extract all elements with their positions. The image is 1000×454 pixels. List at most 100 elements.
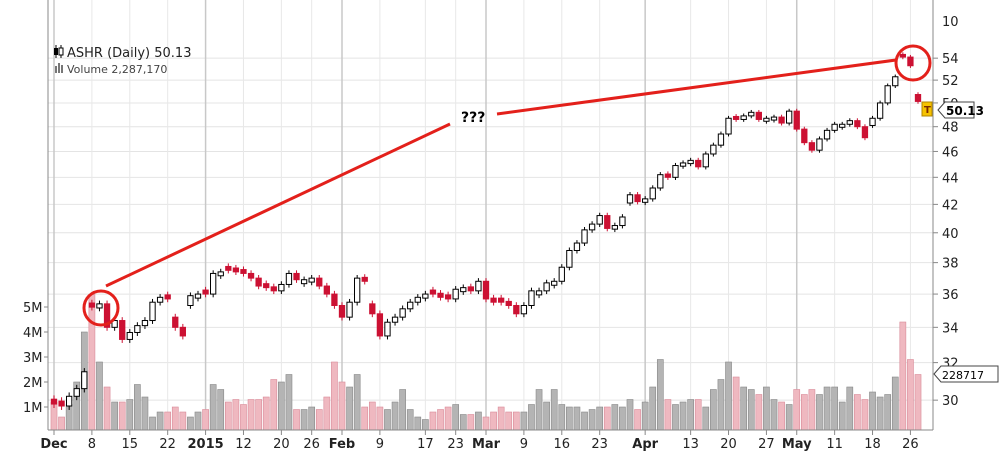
volume-bar	[914, 374, 922, 431]
price-tick-label: 44	[942, 171, 959, 186]
candle	[611, 222, 618, 233]
candle	[285, 270, 293, 288]
date-tick-label: Apr	[632, 437, 658, 452]
volume-bar	[717, 379, 725, 431]
volume-bar	[626, 399, 634, 431]
candle	[278, 281, 285, 295]
candle	[596, 212, 603, 227]
date-tick-label: 22	[159, 437, 176, 452]
candle	[331, 290, 338, 309]
candle	[361, 274, 368, 285]
candle	[740, 113, 747, 122]
volume-bar	[278, 381, 285, 431]
candle	[634, 192, 641, 205]
date-tick-label: Dec	[40, 437, 67, 452]
candle	[399, 305, 406, 321]
candle	[126, 329, 133, 343]
price-tick-label: 42	[942, 198, 959, 213]
volume-bar	[262, 396, 270, 431]
svg-text:T: T	[924, 105, 931, 116]
candle	[164, 291, 171, 303]
volume-bar	[247, 399, 255, 431]
date-tick-label: 27	[758, 437, 775, 452]
candle	[732, 114, 740, 122]
volume-bar	[194, 411, 202, 431]
legend-volume: Volume 2,287,170	[67, 63, 167, 76]
volume-bar	[566, 406, 573, 431]
candle	[88, 299, 96, 311]
candle	[687, 157, 694, 167]
volume-bar	[823, 386, 831, 431]
price-tick-label: 34	[942, 321, 959, 336]
candle	[66, 392, 73, 410]
grid	[48, 0, 933, 430]
volume-bar	[88, 294, 96, 431]
volume-bar	[907, 359, 914, 431]
candle	[354, 274, 361, 306]
candle	[134, 322, 141, 336]
date-tick-label: 9	[376, 437, 384, 452]
candle	[748, 109, 755, 119]
candle	[225, 263, 232, 274]
date-tick-label: 2015	[187, 437, 223, 452]
candle	[384, 318, 391, 340]
candle	[831, 121, 838, 133]
volume-bar	[588, 409, 596, 431]
volume-bar	[353, 374, 361, 431]
candle	[498, 294, 505, 306]
candle	[270, 283, 277, 295]
volume-bar	[694, 399, 702, 431]
volume-bar	[270, 379, 278, 431]
candle	[626, 192, 634, 206]
date-tick-label: Feb	[329, 437, 355, 452]
candle	[786, 108, 793, 126]
price-tick-label: 30	[942, 394, 959, 409]
candle	[81, 368, 88, 393]
candle	[763, 115, 770, 124]
volume-tick-label: 4M	[23, 326, 43, 341]
volume-bar	[816, 394, 823, 431]
volume-bar	[778, 401, 785, 431]
candle	[156, 294, 164, 306]
volume-bar	[179, 411, 187, 431]
candle	[316, 274, 323, 290]
volume-bar	[368, 401, 376, 431]
volume-bar	[323, 396, 331, 431]
candle	[300, 276, 308, 287]
price-axis: 3032343638404244464850525410	[933, 15, 959, 409]
date-tick-label: 26	[303, 437, 320, 452]
candle	[869, 115, 876, 128]
candle	[338, 302, 346, 321]
date-tick-label: May	[782, 437, 812, 452]
volume-bar	[437, 409, 444, 431]
candle	[520, 302, 528, 318]
candle	[179, 323, 186, 340]
volume-bar	[884, 394, 892, 431]
volume-bar	[414, 416, 422, 431]
candle	[172, 313, 179, 331]
volume-bar	[710, 389, 717, 431]
candle	[808, 140, 816, 153]
candle	[642, 196, 649, 206]
volume-bar	[793, 389, 801, 431]
candle	[755, 109, 762, 122]
price-tick-label: 40	[942, 227, 959, 242]
last-price-tag: 50.13	[937, 101, 984, 119]
candle	[619, 214, 626, 229]
candle	[247, 270, 255, 282]
date-tick-label: 23	[591, 437, 608, 452]
volume-bar	[452, 404, 460, 431]
candle	[376, 310, 384, 340]
candle	[801, 126, 808, 146]
volume-bar	[384, 409, 391, 431]
volume-icon	[55, 63, 63, 73]
date-tick-label: 13	[682, 437, 699, 452]
volume-bar	[361, 406, 369, 431]
svg-text:228717: 228717	[942, 369, 984, 382]
volume-bar	[232, 399, 240, 431]
annotation-circle-end	[894, 44, 932, 82]
candle	[346, 298, 353, 321]
volume-bar	[861, 399, 869, 431]
candle	[846, 118, 853, 127]
candle	[103, 300, 111, 331]
